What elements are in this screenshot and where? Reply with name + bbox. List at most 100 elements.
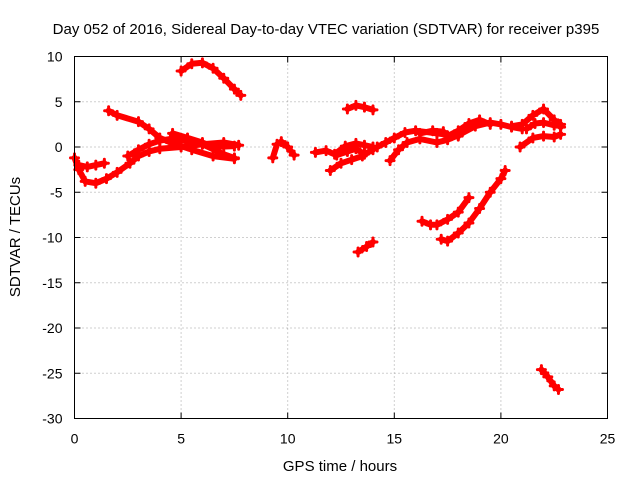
data-point xyxy=(367,236,379,248)
data-point xyxy=(124,157,136,169)
data-point xyxy=(431,219,443,231)
data-point xyxy=(320,145,332,157)
data-point xyxy=(228,83,240,95)
series-arc-16 xyxy=(442,114,496,142)
data-point xyxy=(520,123,532,135)
data-point xyxy=(111,109,123,121)
data-point xyxy=(452,206,464,218)
series-line xyxy=(538,366,562,393)
data-point xyxy=(267,152,279,164)
series-arc-20 xyxy=(520,117,567,135)
data-point xyxy=(542,371,554,383)
y-tick-label: -30 xyxy=(42,411,62,427)
data-point xyxy=(90,177,102,189)
data-point xyxy=(79,175,91,187)
data-point xyxy=(427,125,439,137)
y-tick-label: -5 xyxy=(50,184,63,200)
data-point xyxy=(529,117,541,129)
data-point xyxy=(388,132,400,144)
data-point xyxy=(122,150,134,162)
x-tick-label: 15 xyxy=(387,431,403,447)
data-point xyxy=(341,146,353,158)
data-point xyxy=(358,139,370,151)
data-point xyxy=(463,192,475,204)
data-point xyxy=(335,157,347,169)
data-point xyxy=(514,141,526,153)
data-point xyxy=(371,141,383,153)
series-arc-18 xyxy=(435,165,511,247)
data-point xyxy=(435,233,447,245)
data-point xyxy=(186,58,198,70)
data-point xyxy=(154,132,166,144)
data-point xyxy=(288,149,300,161)
data-point xyxy=(484,186,496,198)
y-tick-labels: 10 5 0 -5 -10 -15 -20 -25 -30 xyxy=(42,49,62,427)
data-point xyxy=(538,130,550,142)
x-tick-label: 10 xyxy=(280,431,296,447)
data-point xyxy=(196,57,208,69)
data-point xyxy=(356,150,368,162)
ticks xyxy=(74,56,608,419)
data-point xyxy=(380,136,392,148)
series-arc-22 xyxy=(535,364,564,396)
data-point xyxy=(196,136,208,148)
data-point xyxy=(555,128,567,140)
x-tick-labels: 0 5 10 15 20 25 xyxy=(71,431,616,447)
y-tick-label: 0 xyxy=(55,139,63,155)
data-point xyxy=(495,118,507,130)
x-tick-label: 0 xyxy=(71,431,79,447)
data-point xyxy=(452,125,464,137)
data-point xyxy=(275,136,287,148)
series-arc-9 xyxy=(324,150,368,177)
x-tick-label: 25 xyxy=(600,431,616,447)
data-point xyxy=(218,72,230,84)
series-arc-7 xyxy=(267,136,300,164)
series-arc-15 xyxy=(414,125,449,139)
x-tick-label: 5 xyxy=(177,431,185,447)
y-tick-label: 5 xyxy=(55,94,63,110)
data-point xyxy=(414,127,426,139)
data-point xyxy=(282,141,294,153)
data-point xyxy=(175,65,187,77)
data-point xyxy=(143,123,155,135)
data-point xyxy=(186,144,198,156)
y-tick-label: -25 xyxy=(42,365,62,381)
data-point xyxy=(442,235,454,247)
data-point xyxy=(555,118,567,130)
data-point xyxy=(442,130,454,142)
data-point xyxy=(352,246,364,258)
y-tick-label: -20 xyxy=(42,320,62,336)
data-point xyxy=(384,155,396,167)
data-point xyxy=(350,137,362,149)
data-point xyxy=(452,227,464,239)
series-arc-12 xyxy=(352,236,379,258)
data-point xyxy=(350,99,362,111)
data-point xyxy=(535,364,547,376)
y-tick-label: -10 xyxy=(42,230,62,246)
data-point xyxy=(538,103,550,115)
y-tick-label: -15 xyxy=(42,275,62,291)
data-point xyxy=(484,118,496,130)
data-point xyxy=(132,116,144,128)
data-point xyxy=(143,138,155,150)
data-point xyxy=(111,166,123,178)
series-layer xyxy=(69,57,567,396)
series-arc-10 xyxy=(329,137,379,160)
y-axis-label: SDTVAR / TECUs xyxy=(7,177,24,297)
data-point xyxy=(437,126,449,138)
data-point xyxy=(132,144,144,156)
data-point xyxy=(98,157,110,169)
data-point xyxy=(207,150,219,162)
data-point xyxy=(90,159,102,171)
plot-frame xyxy=(74,56,608,419)
data-point xyxy=(73,159,85,171)
data-point xyxy=(416,215,428,227)
data-point xyxy=(361,241,373,253)
y-tick-label: 10 xyxy=(47,49,63,65)
data-point xyxy=(516,118,528,130)
data-point xyxy=(552,384,564,396)
series-arc-11 xyxy=(341,99,379,116)
data-point xyxy=(341,103,353,115)
grid xyxy=(74,56,608,419)
data-point xyxy=(164,136,176,148)
